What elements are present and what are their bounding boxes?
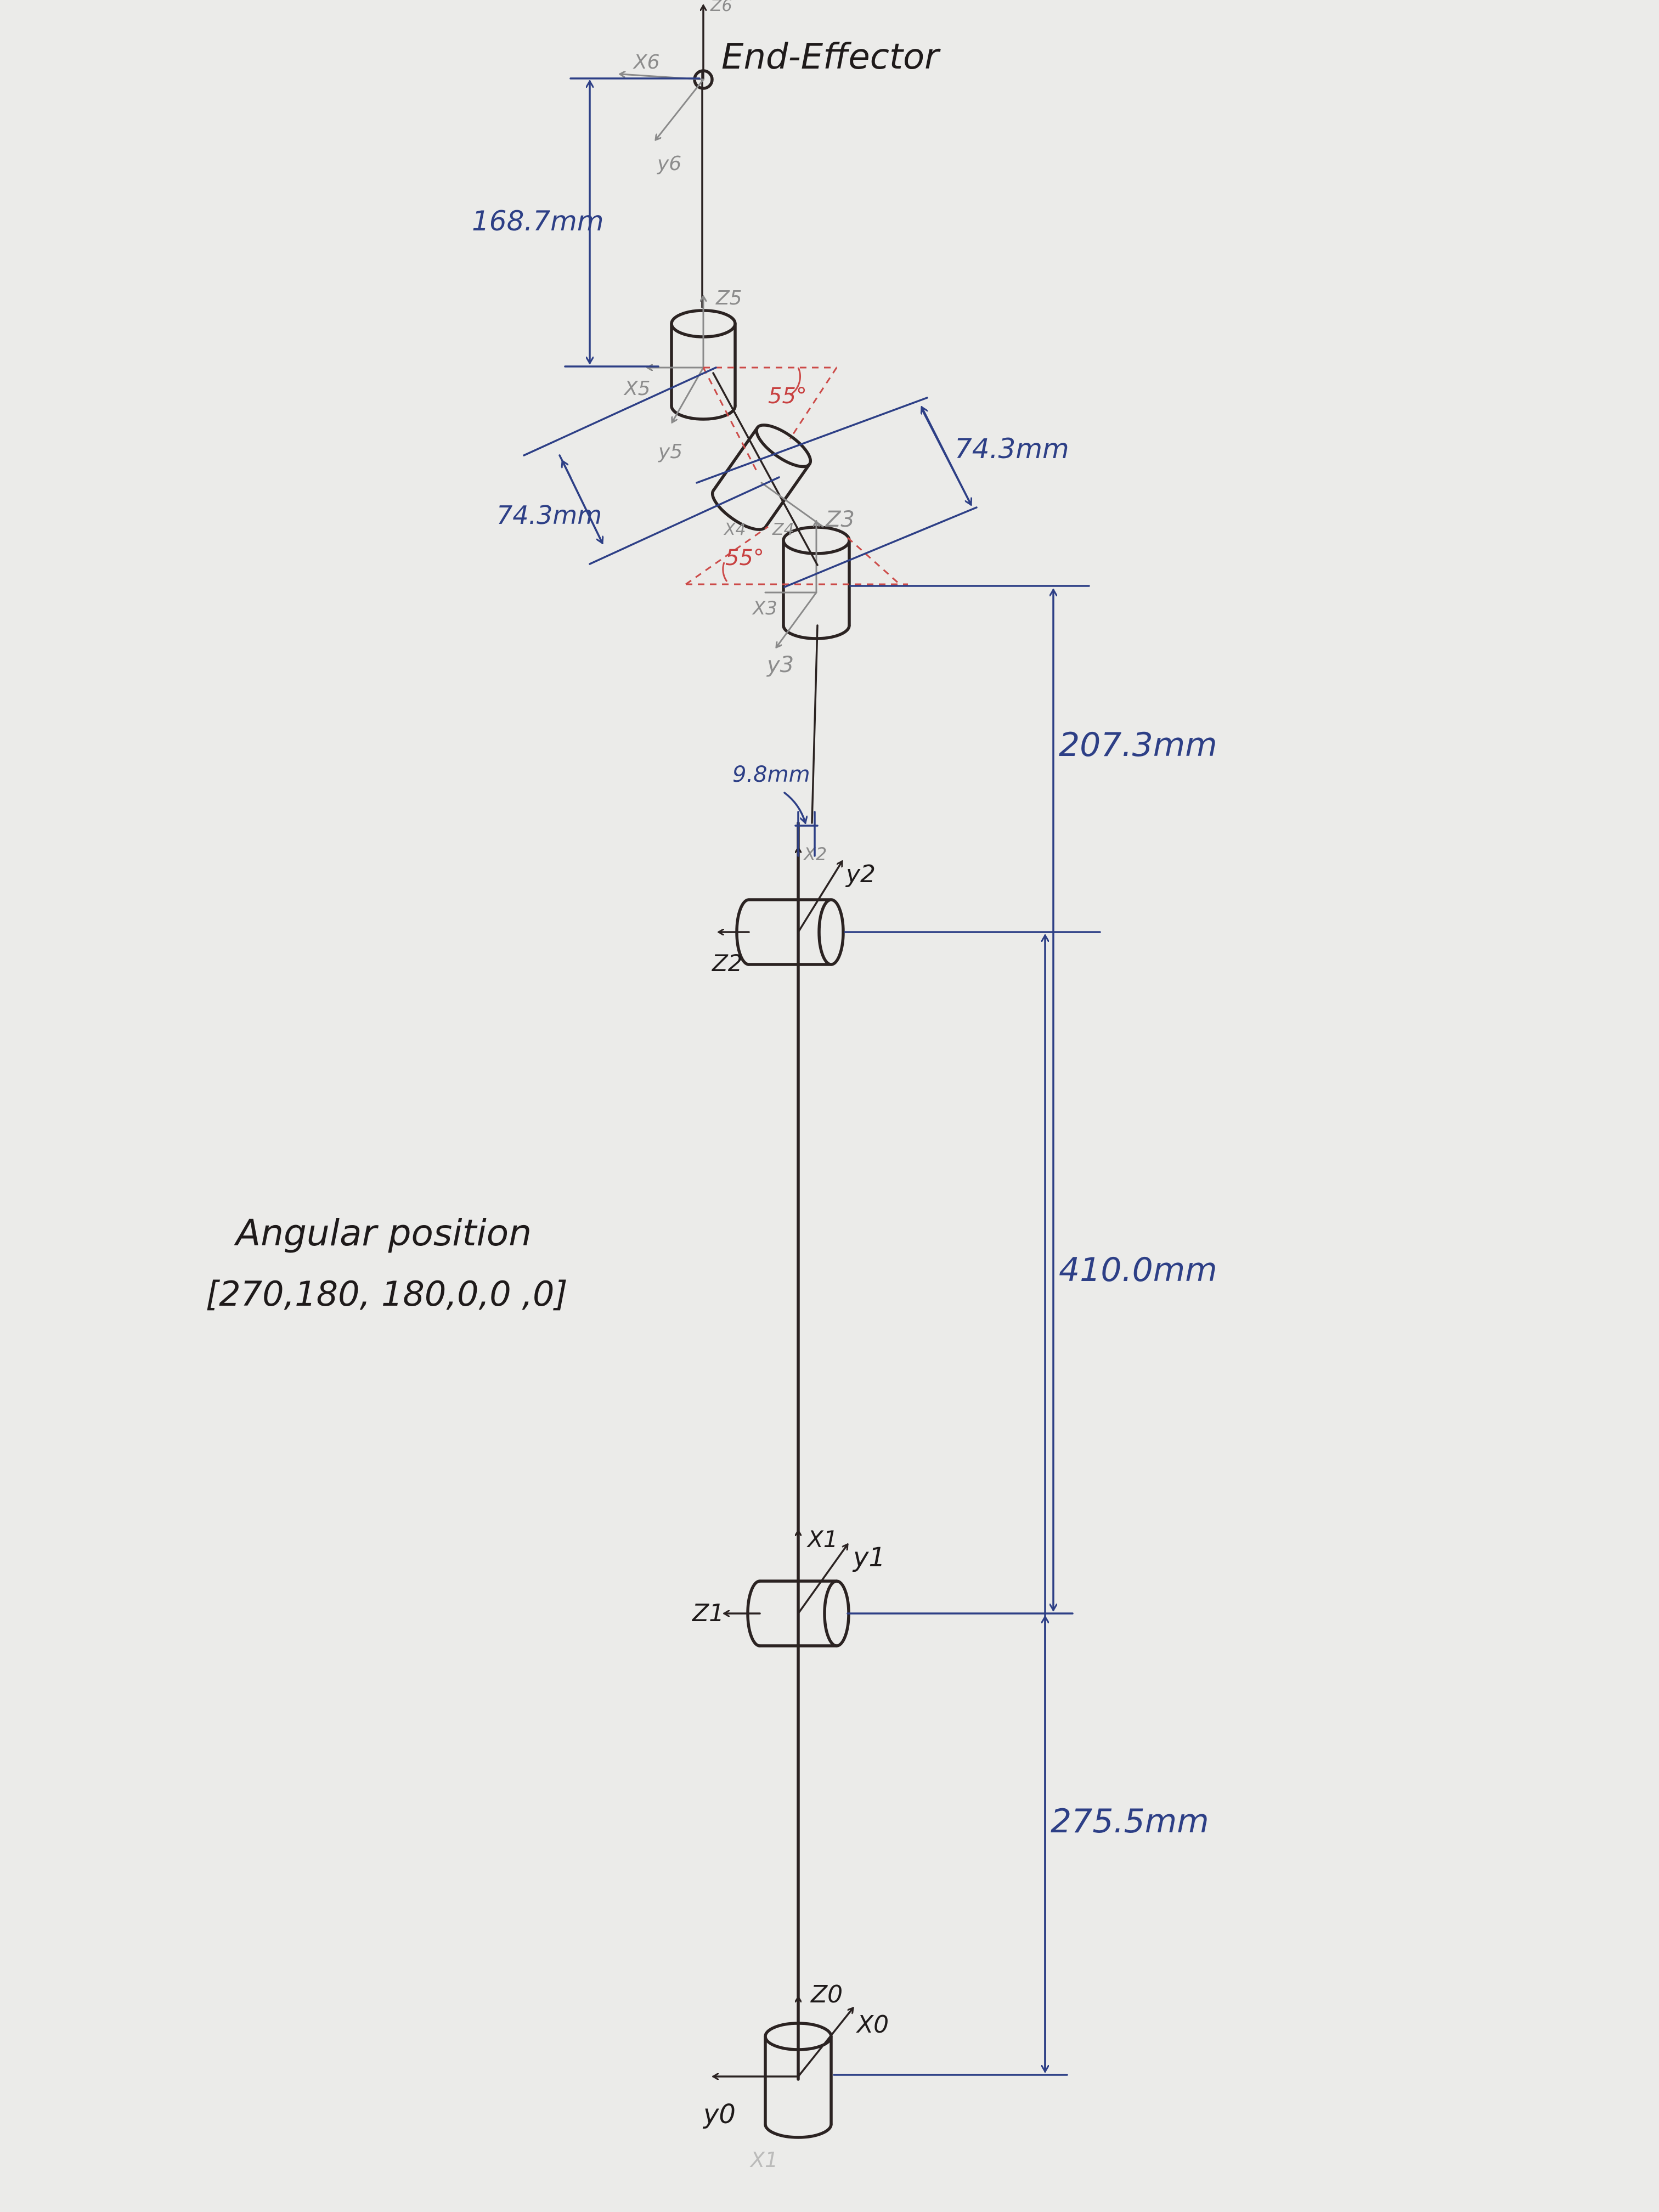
joint-0-base [713,1997,853,2139]
angular-position-values: [270,180, 180,0,0 ,0] [206,1274,568,1314]
label-x6: X6 [633,51,660,74]
end-effector [620,5,714,140]
label-y0: y0 [702,2099,736,2130]
angle-lower: 55° [725,545,764,571]
label-y1: y1 [852,1542,885,1573]
arm-links [701,70,819,2081]
angle-upper: 55° [768,383,807,409]
label-x-faint: X1 [749,2148,778,2172]
label-z6: Z6 [710,0,732,15]
dim-link5: 74.3mm [955,433,1069,465]
label-z4: Z4 [772,520,794,539]
dim-joint2-to-joint3: 207.3mm [1059,726,1217,764]
joint-4 [710,424,812,531]
label-z0: Z0 [810,1980,843,2008]
label-z2: Z2 [712,950,743,977]
link-dimensions [523,366,978,588]
label-x3: X3 [752,597,777,619]
label-z1: Z1 [692,1599,724,1627]
label-y6: y6 [657,153,681,175]
angular-position-label: Angular position [234,1212,532,1254]
tool-dimension [564,77,701,368]
joint-5 [647,296,737,422]
label-x0: X0 [856,2011,889,2039]
label-z3: Z3 [825,507,855,532]
angle-construction [685,366,908,585]
offset-dimension [783,792,819,857]
x0-axis-arrow [797,2008,853,2078]
joint-3 [764,521,851,647]
title-end-effector: End-Effector [721,37,941,77]
label-x5: X5 [623,377,651,400]
label-y2: y2 [845,860,876,888]
label-y3: y3 [766,652,794,678]
y2-axis-arrow [797,861,843,933]
label-x4: X4 [723,520,746,539]
label-y5: y5 [658,441,682,463]
joint-2 [719,848,845,966]
dim-base-to-joint1: 275.5mm [1051,1802,1209,1841]
label-z5: Z5 [715,287,742,309]
dim-joint1-to-joint2: 410.0mm [1059,1251,1217,1289]
joint-4-axis-line [712,372,819,566]
dim-link4: 74.3mm [496,500,602,530]
label-x1: X1 [806,1526,838,1553]
y1-axis-arrow [797,1544,849,1615]
dim-offset: 9.8mm [732,762,810,787]
vertical-dimensions [833,585,1101,2076]
dim-wrist-to-effector: 168.7mm [472,205,604,237]
upper-link-line [811,624,819,824]
